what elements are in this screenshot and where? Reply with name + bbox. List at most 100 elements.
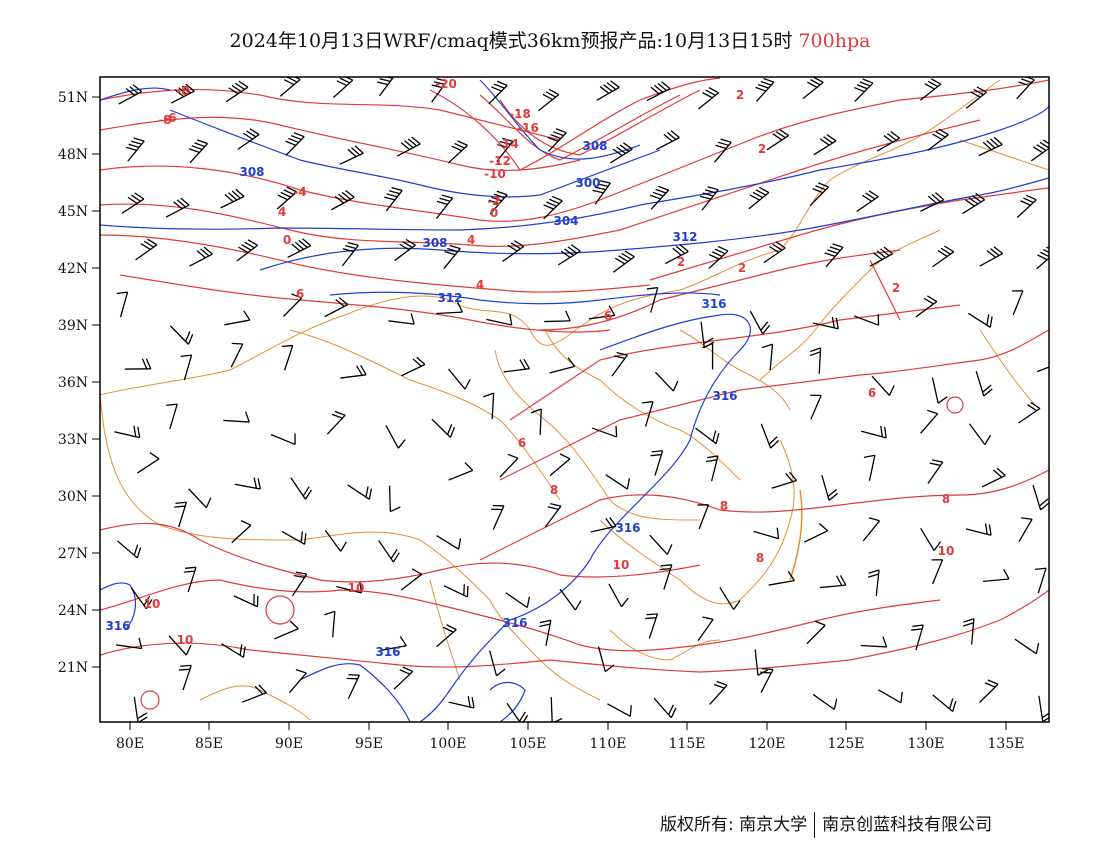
- wind-barb: [927, 459, 944, 484]
- wind-barb: [810, 394, 822, 420]
- wind-barb: [324, 530, 347, 552]
- wind-barb: [394, 238, 416, 262]
- wind-barb: [166, 403, 178, 430]
- wind-barb: [393, 666, 414, 690]
- wind-barb: [911, 624, 924, 651]
- wind-barb: [559, 588, 582, 611]
- wind-barb: [931, 559, 944, 585]
- wind-barb: [180, 354, 193, 381]
- wind-barb: [714, 138, 732, 163]
- wind-barb: [768, 571, 795, 586]
- wind-barb: [1016, 77, 1035, 100]
- wind-barb: [136, 452, 160, 474]
- wind-barb: [436, 535, 462, 550]
- wind-barb: [965, 86, 987, 109]
- plot-frame: [99, 76, 1050, 723]
- wind-barb: [279, 77, 301, 97]
- temperature-contour-label: 8: [756, 551, 764, 565]
- lat-tick-label: 24N: [58, 603, 88, 619]
- wind-barb: [431, 77, 448, 103]
- footer-separator: [814, 812, 816, 838]
- wind-barb: [932, 694, 957, 713]
- wind-barb: [276, 186, 298, 210]
- wind-barb: [871, 375, 895, 396]
- wind-barb: [607, 703, 632, 717]
- wind-barb: [281, 530, 307, 545]
- wind-barb: [812, 316, 839, 330]
- wind-barb: [448, 462, 474, 481]
- wind-barb: [979, 679, 999, 703]
- wind-barb: [824, 243, 844, 268]
- title-text: 2024年10月13日WRF/cmaq模式36km预报产品:10月13日15时: [229, 30, 793, 52]
- wind-barb: [979, 246, 1003, 267]
- wind-barb: [920, 409, 939, 434]
- wind-barb: [530, 408, 542, 436]
- lat-axis: 51N 48N 45N 42N 39N 36N 33N 30N 27N 24N 21N: [58, 90, 100, 676]
- wind-barb: [965, 523, 992, 536]
- wind-barb: [447, 140, 468, 164]
- wind-barb: [650, 450, 664, 476]
- wind-barb: [116, 291, 129, 318]
- wind-barb: [436, 624, 457, 648]
- wind-barb: [281, 344, 294, 371]
- wind-barb: [962, 192, 986, 215]
- lat-tick-label: 36N: [58, 375, 88, 391]
- wind-barb: [755, 77, 775, 102]
- wind-barb: [125, 137, 145, 162]
- wind-barb: [962, 618, 975, 645]
- wind-barb: [862, 517, 881, 542]
- temperature-contour-label: 10: [938, 544, 955, 558]
- wind-barb: [803, 523, 829, 543]
- lon-tick-label: 105E: [510, 736, 547, 752]
- wind-barb: [496, 137, 514, 163]
- height-contour-label: 316: [712, 389, 737, 403]
- lat-tick-label: 33N: [58, 432, 88, 448]
- wind-barb: [664, 244, 689, 265]
- wind-barb: [388, 313, 415, 325]
- wind-barb: [331, 189, 355, 211]
- wind-barb: [224, 310, 251, 326]
- wind-barb: [697, 616, 714, 641]
- wind-barb: [876, 131, 900, 152]
- temperature-contour-label: -16: [517, 121, 539, 135]
- wind-barb: [506, 702, 529, 722]
- wind-barb: [340, 364, 367, 379]
- wind-barb: [118, 84, 143, 105]
- temperature-contour-label: -18: [509, 107, 531, 121]
- height-contour-label: 304: [553, 214, 578, 228]
- wind-barb: [169, 325, 194, 345]
- wind-barb: [557, 244, 581, 266]
- wind-barb: [968, 423, 992, 446]
- wind-barb: [114, 425, 141, 439]
- wind-barb: [869, 246, 894, 267]
- temperature-contour-label: 6: [518, 436, 526, 450]
- wind-barb: [653, 697, 677, 719]
- wind-barb: [697, 87, 719, 110]
- wind-barb: [708, 245, 729, 270]
- wind-barb: [537, 88, 560, 112]
- wind-barb: [115, 637, 143, 650]
- wind-barb: [346, 674, 360, 699]
- wind-barb: [611, 351, 628, 377]
- copyright-footer: 版权所有: 南京大学 南京创蓝科技有限公司: [660, 810, 992, 838]
- wind-barb: [1035, 567, 1047, 594]
- wind-barb: [819, 575, 847, 589]
- wind-barb: [332, 77, 354, 99]
- wind-barb: [324, 610, 336, 638]
- wind-barb: [766, 128, 789, 151]
- wind-barb: [978, 136, 1003, 157]
- wind-barb: [124, 358, 152, 370]
- height-contour-label: 316: [502, 616, 527, 630]
- wind-barb: [1014, 638, 1040, 655]
- wind-barb: [1016, 194, 1037, 218]
- wind-barb: [189, 246, 213, 267]
- wind-barb: [547, 128, 567, 152]
- temperature-contour-label: 0: [490, 206, 498, 220]
- wind-barb: [225, 80, 249, 103]
- wind-barb: [1030, 139, 1049, 162]
- wind-barb: [502, 240, 525, 262]
- wind-barb: [448, 368, 471, 390]
- wind-barb: [400, 568, 423, 591]
- wind-barb: [1038, 695, 1049, 722]
